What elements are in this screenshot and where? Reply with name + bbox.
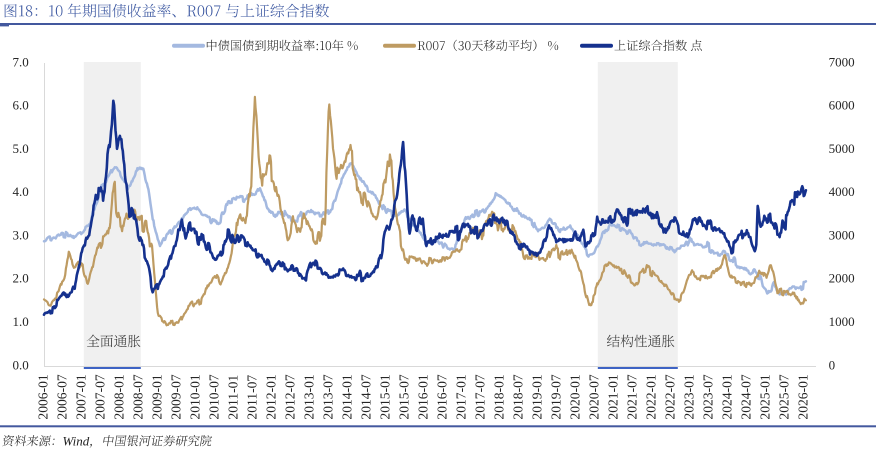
svg-text:2013-07: 2013-07 <box>321 374 336 420</box>
svg-text:2012-07: 2012-07 <box>283 374 298 420</box>
svg-text:2012-01: 2012-01 <box>264 374 279 419</box>
svg-text:2024-07: 2024-07 <box>739 374 754 420</box>
svg-text:2007-01: 2007-01 <box>74 374 89 419</box>
svg-text:2016-01: 2016-01 <box>416 374 431 419</box>
svg-text:2019-07: 2019-07 <box>549 374 564 420</box>
svg-text:2014-07: 2014-07 <box>359 374 374 420</box>
svg-text:2020-01: 2020-01 <box>568 374 583 419</box>
svg-text:2009-07: 2009-07 <box>169 374 184 420</box>
svg-text:2010-07: 2010-07 <box>207 374 222 420</box>
svg-text:2000: 2000 <box>829 271 855 286</box>
svg-text:2022-01: 2022-01 <box>644 374 659 419</box>
svg-text:0.0: 0.0 <box>13 357 29 372</box>
svg-text:2015-01: 2015-01 <box>378 374 393 419</box>
svg-text:5.0: 5.0 <box>13 141 29 156</box>
svg-text:2020-07: 2020-07 <box>587 374 602 420</box>
svg-text:2006-07: 2006-07 <box>55 374 70 420</box>
svg-text:2026-01: 2026-01 <box>796 374 811 419</box>
svg-text:2023-07: 2023-07 <box>701 374 716 420</box>
svg-text:2025-07: 2025-07 <box>777 374 792 420</box>
svg-text:2018-01: 2018-01 <box>492 374 507 419</box>
svg-text:2011-01: 2011-01 <box>226 375 241 420</box>
svg-text:2023-01: 2023-01 <box>682 374 697 419</box>
svg-text:0: 0 <box>829 357 836 372</box>
svg-text:2013-01: 2013-01 <box>302 374 317 419</box>
svg-text:2019-01: 2019-01 <box>530 374 545 419</box>
svg-text:2011-07: 2011-07 <box>245 375 260 420</box>
svg-text:2025-01: 2025-01 <box>758 374 773 419</box>
svg-text:1000: 1000 <box>829 314 855 329</box>
svg-text:2014-01: 2014-01 <box>340 374 355 419</box>
svg-text:3000: 3000 <box>829 227 855 242</box>
svg-text:2022-07: 2022-07 <box>663 374 678 420</box>
svg-text:7000: 7000 <box>829 54 855 69</box>
svg-text:4000: 4000 <box>829 184 855 199</box>
svg-text:2008-07: 2008-07 <box>131 374 146 420</box>
svg-text:2016-07: 2016-07 <box>435 374 450 420</box>
svg-text:1.0: 1.0 <box>13 314 29 329</box>
svg-text:Wind: Wind <box>63 433 90 448</box>
svg-text:2007-07: 2007-07 <box>93 374 108 420</box>
svg-text:2.0: 2.0 <box>13 271 29 286</box>
svg-text:2018-07: 2018-07 <box>511 374 526 420</box>
svg-text:2008-01: 2008-01 <box>112 374 127 419</box>
svg-text:3.0: 3.0 <box>13 227 29 242</box>
svg-text:2021-07: 2021-07 <box>625 374 640 420</box>
svg-text:5000: 5000 <box>829 141 855 156</box>
svg-text:2015-07: 2015-07 <box>397 374 412 420</box>
svg-text:7.0: 7.0 <box>13 54 29 69</box>
svg-text:4.0: 4.0 <box>13 184 29 199</box>
svg-text:2010-01: 2010-01 <box>188 374 203 419</box>
svg-text:2024-01: 2024-01 <box>720 374 735 419</box>
svg-text:2006-01: 2006-01 <box>36 374 51 419</box>
svg-text:2009-01: 2009-01 <box>150 374 165 419</box>
svg-text:2017-01: 2017-01 <box>454 374 469 419</box>
svg-text:2017-07: 2017-07 <box>473 374 488 420</box>
svg-text:6000: 6000 <box>829 98 855 113</box>
svg-text:6.0: 6.0 <box>13 98 29 113</box>
svg-text:2021-01: 2021-01 <box>606 374 621 419</box>
